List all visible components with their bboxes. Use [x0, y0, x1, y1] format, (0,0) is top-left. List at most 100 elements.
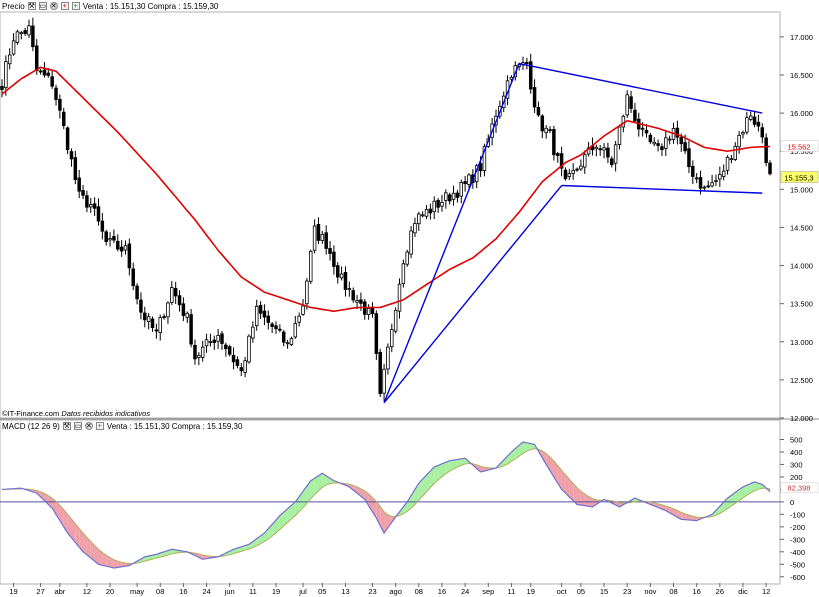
- add-icon[interactable]: +: [60, 2, 69, 10]
- window-icon[interactable]: ▭: [73, 422, 82, 430]
- macd-fill-positive: [276, 515, 280, 533]
- macd-fill-positive: [742, 485, 747, 498]
- candle-body: [270, 323, 274, 327]
- time-tick-label: jun: [224, 587, 235, 596]
- macd-fill-positive: [322, 473, 327, 488]
- candle-body: [339, 273, 344, 279]
- candle-body: [278, 328, 282, 331]
- close-icon[interactable]: ✕: [84, 422, 93, 430]
- candle-body: [281, 331, 286, 343]
- macd-fill-negative: [557, 465, 562, 490]
- candle-body: [725, 156, 730, 171]
- candle-body: [301, 305, 305, 315]
- time-tick-label: nov: [644, 587, 656, 596]
- candle-body: [617, 126, 622, 145]
- macd-fill-positive: [453, 459, 458, 469]
- candle-body: [548, 129, 552, 131]
- price-panel-header: Precio ⚒ ▭ ✕ + + Venta : 15.151,30 Compr…: [2, 0, 218, 12]
- time-tick-label: 05: [577, 587, 585, 596]
- candle-body: [127, 243, 132, 269]
- macd-tick-label: 200: [790, 473, 803, 482]
- candle-body: [108, 238, 112, 241]
- candle-body: [444, 192, 448, 201]
- candle-body: [633, 109, 637, 122]
- candle-body: [463, 181, 467, 185]
- candle-body: [85, 195, 89, 208]
- candle-body: [208, 341, 213, 343]
- candle-body: [227, 346, 232, 355]
- candle-body: [285, 342, 290, 345]
- macd-fill-positive: [461, 458, 466, 466]
- macd-fill-negative: [86, 537, 91, 559]
- price-panel-title: Precio: [2, 1, 25, 11]
- candle-body: [7, 54, 12, 65]
- macd-fill-negative: [615, 501, 620, 507]
- macd-fill-negative: [117, 561, 122, 568]
- plus-icon[interactable]: +: [95, 422, 104, 430]
- candle-body: [706, 185, 710, 188]
- macd-fill-positive: [434, 465, 439, 484]
- time-tick-label: 19: [272, 587, 280, 596]
- candle-body: [667, 138, 672, 141]
- macd-fill-positive: [441, 462, 446, 477]
- candle-body: [386, 346, 390, 370]
- macd-fill-positive: [507, 451, 512, 464]
- candle-body: [343, 272, 348, 290]
- price-tick-label: 14.000: [790, 262, 813, 271]
- time-tick-label: 16: [179, 587, 187, 596]
- macd-fill-positive: [523, 441, 527, 454]
- macd-fill-positive: [403, 501, 408, 514]
- macd-fill-negative: [584, 494, 589, 507]
- macd-fill-negative: [387, 514, 392, 528]
- candle-body: [328, 248, 332, 254]
- macd-fill-negative: [480, 466, 485, 472]
- window-icon[interactable]: ▭: [38, 2, 47, 10]
- macd-fill-positive: [746, 483, 751, 496]
- macd-fill-negative: [573, 483, 578, 505]
- macd-tick-label: 300: [790, 460, 803, 469]
- macd-fill-negative: [681, 512, 686, 520]
- candle-body: [436, 199, 440, 208]
- macd-quote: Venta : 15.151,30 Compra : 15.159,30: [106, 421, 243, 431]
- macd-fill-positive: [318, 473, 323, 491]
- price-tick-label: 16.000: [790, 109, 813, 118]
- candle-body: [347, 288, 352, 290]
- macd-fill-positive: [229, 549, 234, 555]
- macd-fill-positive: [735, 489, 740, 504]
- candle-body: [768, 162, 772, 175]
- candle-body: [38, 70, 43, 73]
- candle-body: [756, 121, 761, 127]
- candle-body: [752, 116, 757, 125]
- candle-body: [382, 368, 386, 394]
- candle-body: [77, 177, 81, 192]
- candle-body: [312, 225, 317, 251]
- macd-fill-negative: [546, 453, 551, 471]
- price-tick-label: 17.000: [790, 33, 813, 42]
- candle-body: [320, 234, 325, 241]
- candle-body: [247, 335, 251, 363]
- candle-body: [297, 315, 301, 323]
- plus-icon[interactable]: +: [71, 2, 80, 10]
- wrench-icon[interactable]: ⚒: [27, 2, 36, 10]
- candle-body: [0, 86, 4, 90]
- macd-fill-negative: [368, 493, 373, 512]
- candle-body: [594, 146, 599, 150]
- data-credit: ©IT-Finance.com Datos recibidos indicati…: [2, 409, 150, 418]
- candle-body: [679, 137, 683, 145]
- candle-body: [50, 76, 54, 87]
- wrench-icon[interactable]: ⚒: [62, 422, 71, 430]
- candle-body: [621, 115, 626, 128]
- candle-body: [478, 163, 483, 172]
- candle-body: [544, 127, 548, 134]
- close-icon[interactable]: ✕: [49, 2, 58, 10]
- candle-body: [420, 214, 425, 217]
- candle-body: [528, 61, 533, 90]
- time-tick-label: 13: [341, 587, 349, 596]
- time-tick-label: 08: [156, 587, 164, 596]
- macd-fill-positive: [264, 528, 269, 542]
- time-tick-label: 19: [527, 587, 535, 596]
- candle-body: [687, 148, 691, 168]
- candle-body: [447, 194, 452, 202]
- candle-body: [235, 359, 240, 366]
- candle-body: [417, 213, 421, 225]
